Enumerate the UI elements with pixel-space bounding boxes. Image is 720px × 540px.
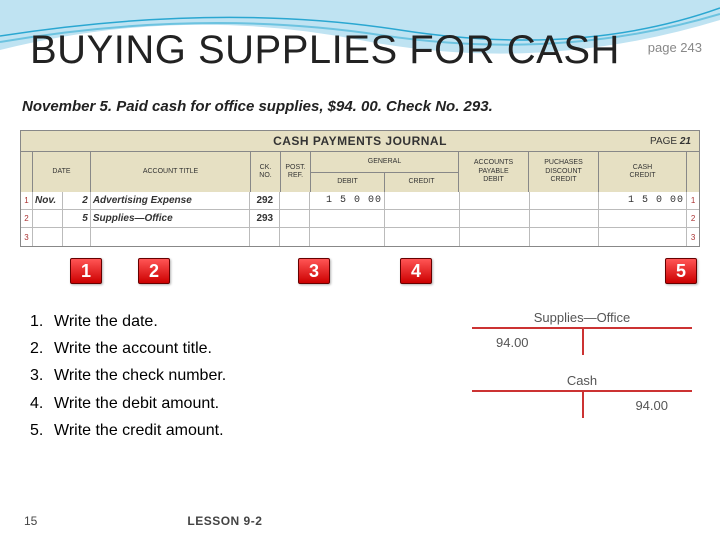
step-text: Write the date.: [54, 308, 158, 335]
col-general-label: GENERAL: [311, 152, 458, 173]
step-number: 4.: [30, 390, 54, 417]
col-debit: DEBIT: [311, 173, 385, 193]
journal-row: 25Supplies—Office2932: [21, 210, 699, 228]
t-account-title: Supplies—Office: [472, 310, 692, 327]
callout-3: 3: [298, 258, 330, 284]
t-debit: 94.00: [496, 335, 529, 350]
t-account: Cash 94.00: [472, 373, 692, 418]
callout-row: 1 2 3 4 5: [20, 258, 700, 290]
step-item: 4.Write the debit amount.: [30, 390, 226, 417]
col-ckno: CK. NO.: [251, 152, 281, 192]
t-account-body: 94.00: [472, 327, 692, 355]
journal-rows: 1Nov.2Advertising Expense2921 5 0 001 5 …: [20, 192, 700, 247]
step-text: Write the check number.: [54, 362, 226, 389]
callout-1: 1: [70, 258, 102, 284]
journal-row: 33: [21, 228, 699, 246]
step-number: 2.: [30, 335, 54, 362]
journal-page: PAGE 21: [650, 136, 691, 147]
step-item: 3.Write the check number.: [30, 362, 226, 389]
slide-footer: 15 LESSON 9-2: [24, 514, 696, 528]
t-credit: 94.00: [635, 398, 668, 413]
step-number: 5.: [30, 417, 54, 444]
step-item: 5.Write the credit amount.: [30, 417, 226, 444]
col-general: GENERAL DEBIT CREDIT: [311, 152, 459, 192]
col-postref: POST. REF.: [281, 152, 311, 192]
callout-4: 4: [400, 258, 432, 284]
page-reference: page 243: [648, 40, 702, 55]
col-cash: CASH CREDIT: [599, 152, 687, 192]
step-number: 3.: [30, 362, 54, 389]
col-credit: CREDIT: [385, 173, 458, 193]
t-account-body: 94.00: [472, 390, 692, 418]
callout-2: 2: [138, 258, 170, 284]
page-number: 21: [680, 136, 691, 147]
callout-5: 5: [665, 258, 697, 284]
col-date: DATE: [33, 152, 91, 192]
step-item: 1.Write the date.: [30, 308, 226, 335]
slide-title: BUYING SUPPLIES FOR CASH: [30, 28, 620, 73]
slide-number: 15: [24, 514, 37, 528]
t-account-title: Cash: [472, 373, 692, 390]
step-text: Write the credit amount.: [54, 417, 224, 444]
step-text: Write the debit amount.: [54, 390, 219, 417]
cash-payments-journal: CASH PAYMENTS JOURNAL PAGE 21 DATE ACCOU…: [20, 130, 700, 247]
lesson-label: LESSON 9-2: [187, 514, 262, 528]
step-number: 1.: [30, 308, 54, 335]
journal-title: CASH PAYMENTS JOURNAL: [273, 134, 447, 148]
transaction-text: November 5. Paid cash for office supplie…: [22, 98, 493, 115]
journal-header: CASH PAYMENTS JOURNAL PAGE 21: [20, 130, 700, 152]
col-account: ACCOUNT TITLE: [91, 152, 251, 192]
steps-list: 1.Write the date.2.Write the account tit…: [30, 308, 226, 444]
step-text: Write the account title.: [54, 335, 212, 362]
journal-row: 1Nov.2Advertising Expense2921 5 0 001 5 …: [21, 192, 699, 210]
page-label: PAGE: [650, 136, 677, 147]
step-item: 2.Write the account title.: [30, 335, 226, 362]
t-account: Supplies—Office 94.00: [472, 310, 692, 355]
journal-column-headers: DATE ACCOUNT TITLE CK. NO. POST. REF. GE…: [20, 152, 700, 192]
col-ap: ACCOUNTS PAYABLE DEBIT: [459, 152, 529, 192]
col-purch: PUCHASES DISCOUNT CREDIT: [529, 152, 599, 192]
t-accounts: Supplies—Office 94.00 Cash 94.00: [472, 310, 692, 436]
